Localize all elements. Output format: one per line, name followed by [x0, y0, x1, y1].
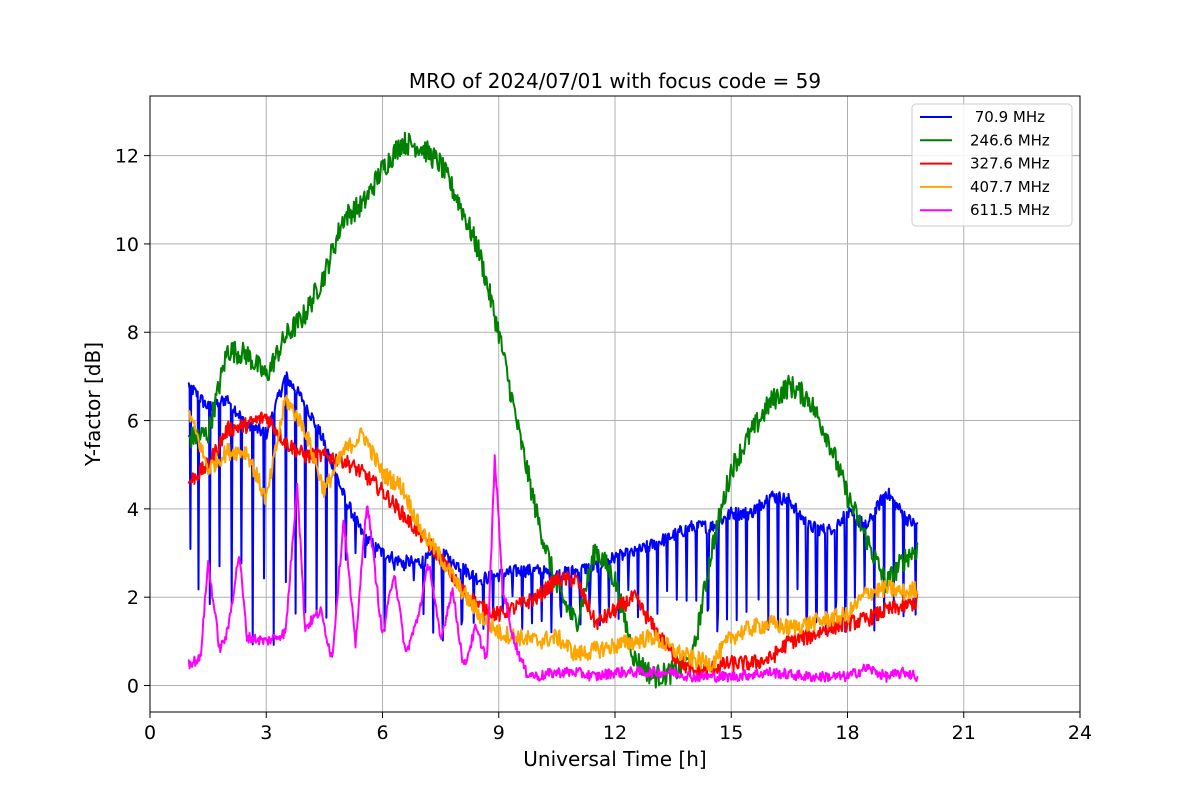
series-line-4: [187, 454, 919, 683]
x-tick-label: 12: [603, 722, 627, 744]
legend-label: 70.9 MHz: [970, 108, 1045, 126]
y-tick-label: 0: [127, 676, 139, 698]
legend: 70.9 MHz 246.6 MHz 327.6 MHz 407.7 MHz 611.5…: [911, 103, 1073, 227]
plot-series: [187, 131, 919, 689]
y-tick-label: 4: [127, 499, 139, 521]
x-tick-label: 0: [144, 722, 156, 744]
chart-title: MRO of 2024/07/01 with focus code = 59: [409, 69, 821, 93]
series-line-3: [187, 394, 919, 673]
series-line-1: [187, 131, 919, 689]
legend-label: 611.5 MHz: [970, 201, 1050, 219]
legend-label: 327.6 MHz: [970, 155, 1050, 173]
y-axis-title: Y-factor [dB]: [81, 342, 105, 467]
x-tick-label: 24: [1068, 722, 1092, 744]
legend-label: 246.6 MHz: [970, 131, 1050, 149]
legend-label: 407.7 MHz: [970, 178, 1050, 196]
y-tick-label: 2: [127, 587, 139, 609]
x-axis-title: Universal Time [h]: [523, 747, 706, 771]
y-tick-label: 8: [127, 322, 139, 344]
x-tick-label: 15: [719, 722, 743, 744]
y-tick-label: 10: [115, 234, 139, 256]
x-tick-label: 18: [835, 722, 859, 744]
y-tick-label: 6: [127, 411, 139, 433]
x-tick-label: 21: [952, 722, 976, 744]
x-tick-label: 6: [376, 722, 388, 744]
y-tick-label: 12: [115, 146, 139, 168]
x-tick-label: 3: [260, 722, 272, 744]
legend-box: [911, 103, 1073, 227]
x-tick-label: 9: [493, 722, 505, 744]
